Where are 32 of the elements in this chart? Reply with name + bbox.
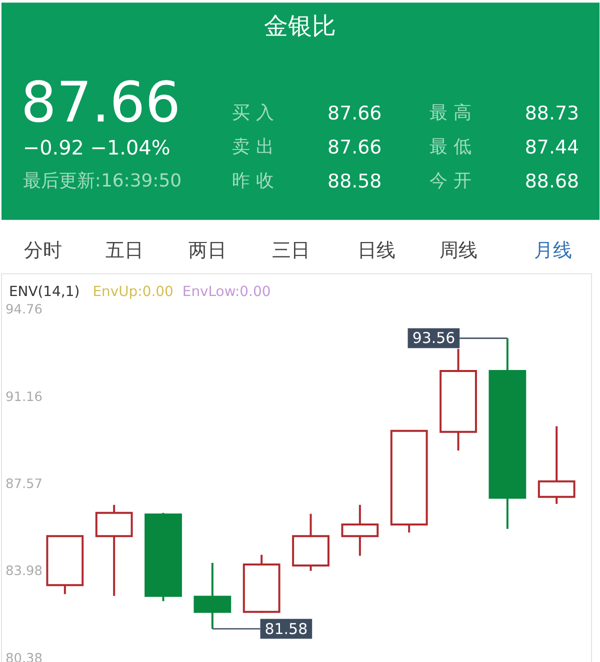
y-tick-label: 91.16 [5,390,43,405]
text: 两日 [188,239,226,262]
text: 月线 [534,239,572,262]
text: 最 高 [430,102,472,124]
text: 五日 [106,239,144,262]
text: 88.58 [328,170,382,192]
text: −0.92 −1.04% [22,136,170,160]
text: 卖 出 [232,136,274,158]
text: 87.66 [328,136,382,159]
text: ENV(14,1) [8,284,80,300]
text: 买 入 [232,102,274,124]
text: 昨 收 [232,170,274,192]
text: 88.68 [524,170,580,192]
text: 87.44 [524,136,580,159]
chart-title: 金银比 [264,12,336,40]
text: 三日 [272,239,310,262]
text: 今 开 [430,170,472,192]
y-tick-label: 87.57 [5,476,43,492]
text: 日线 [358,239,396,262]
text: 87.66 [20,70,181,136]
text: 分时 [24,239,62,262]
text: 87.66 [328,102,382,125]
y-tick-label: 94.76 [5,302,43,318]
text: 88.73 [524,102,580,125]
y-tick-label: 83.98 [5,564,43,580]
text: EnvLow:0.00 [182,284,271,300]
text: 最 低 [430,136,472,158]
text: EnvUp:0.00 [92,284,174,300]
annotation: 93.56 [412,329,456,348]
annotation: 81.58 [264,620,308,638]
text: 最后更新:16:39:50 [22,170,182,192]
text: 周线 [439,239,478,262]
